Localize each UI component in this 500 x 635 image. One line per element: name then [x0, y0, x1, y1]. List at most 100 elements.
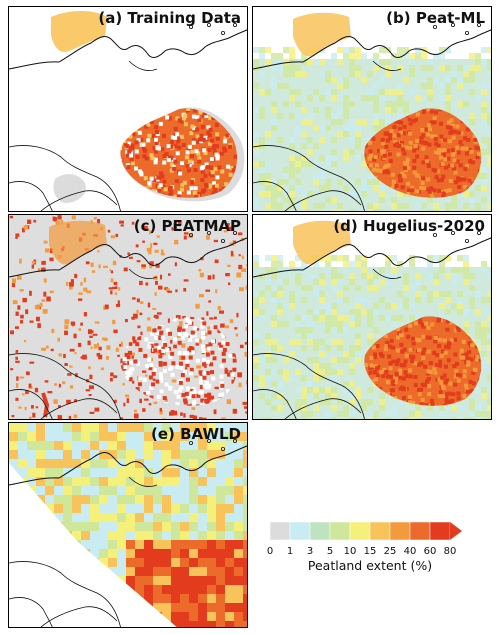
- peat-cell: [185, 150, 190, 155]
- peat-cell: [162, 418, 166, 419]
- grid-cell: [63, 486, 72, 495]
- peat-cell: [237, 232, 243, 236]
- peat-cell: [388, 132, 393, 137]
- peat-cell: [147, 344, 152, 349]
- peat-cell: [177, 351, 182, 356]
- grid-cell: [90, 504, 99, 513]
- peat-cell: [205, 359, 210, 364]
- peat-cell: [319, 185, 325, 191]
- peat-cell: [355, 131, 361, 137]
- grid-cell: [144, 486, 153, 495]
- peat-cell: [331, 375, 337, 381]
- colorbar-segment: [270, 521, 291, 541]
- peat-cell: [444, 344, 449, 349]
- peat-cell: [34, 387, 39, 393]
- peat-cell: [457, 185, 462, 190]
- peat-cell: [69, 282, 74, 287]
- peat-cell: [180, 161, 185, 166]
- grid-cell: [81, 513, 90, 522]
- peat-cell: [443, 157, 448, 162]
- peat-cell: [277, 65, 283, 71]
- peat-cell: [213, 325, 218, 330]
- peat-cell: [190, 330, 195, 335]
- peat-cell: [221, 417, 226, 419]
- peat-cell: [379, 89, 385, 95]
- grid-cell: [189, 603, 198, 612]
- peat-cell: [337, 345, 343, 351]
- grid-cell: [225, 522, 234, 531]
- grid-cell: [243, 621, 247, 627]
- peat-cell: [367, 387, 373, 393]
- peat-cell: [463, 327, 469, 333]
- peat-cell: [283, 101, 289, 107]
- peat-cell: [461, 339, 466, 344]
- grid-cell: [126, 612, 135, 621]
- peat-cell: [28, 416, 32, 419]
- grid-cell: [234, 621, 243, 627]
- peat-cell: [277, 191, 283, 197]
- peat-cell: [337, 203, 343, 209]
- peat-cell: [319, 203, 325, 209]
- grid-cell: [108, 486, 117, 495]
- peat-cell: [337, 77, 343, 83]
- peat-cell: [176, 136, 181, 141]
- peat-cell: [331, 77, 337, 83]
- colorbar-tick: 25: [383, 546, 397, 557]
- peat-cell: [427, 209, 433, 211]
- peat-cell: [433, 77, 439, 83]
- grid-cell: [81, 504, 90, 513]
- peat-cell: [277, 59, 283, 65]
- grid-cell: [234, 486, 243, 495]
- peat-cell: [384, 144, 389, 149]
- peat-cell: [467, 178, 472, 183]
- grid-cell: [162, 513, 171, 522]
- peat-cell: [337, 357, 343, 363]
- peat-cell: [167, 290, 172, 293]
- grid-cell: [54, 558, 63, 567]
- peat-cell: [236, 272, 242, 278]
- peat-cell: [361, 53, 367, 59]
- peat-cell: [403, 285, 409, 291]
- peat-cell: [417, 362, 422, 367]
- peat-cell: [426, 403, 431, 406]
- peat-cell: [349, 273, 355, 279]
- peat-cell: [439, 291, 445, 297]
- peat-cell: [469, 399, 475, 405]
- grid-cell: [117, 423, 126, 432]
- peat-cell: [319, 59, 325, 65]
- grid-cell: [63, 441, 72, 450]
- peat-cell: [478, 353, 481, 358]
- peat-cell: [427, 273, 433, 279]
- peat-cell: [164, 152, 169, 157]
- grid-cell: [63, 459, 72, 468]
- peat-cell: [47, 391, 53, 394]
- peat-cell: [307, 411, 313, 417]
- peat-cell: [212, 181, 217, 186]
- grid-cell: [90, 432, 99, 441]
- peat-cell: [169, 411, 174, 416]
- peat-cell: [271, 369, 277, 375]
- peat-cell: [343, 107, 349, 113]
- peat-cell: [343, 357, 349, 363]
- grid-cell: [126, 513, 135, 522]
- peat-cell: [208, 300, 212, 303]
- peat-cell: [448, 391, 453, 396]
- peat-cell: [289, 137, 295, 143]
- peat-cell: [183, 398, 188, 403]
- grid-cell: [126, 531, 135, 540]
- peat-cell: [194, 149, 199, 154]
- peat-cell: [200, 402, 205, 406]
- peat-cell: [142, 370, 147, 373]
- peat-cell: [376, 149, 381, 154]
- peat-cell: [463, 136, 468, 141]
- peat-cell: [147, 192, 152, 197]
- peat-cell: [445, 319, 450, 324]
- peat-cell: [393, 379, 398, 384]
- peat-cell: [192, 389, 197, 394]
- peat-cell: [123, 185, 128, 190]
- peat-cell: [439, 315, 445, 321]
- peat-cell: [187, 144, 192, 149]
- peat-cell: [69, 348, 75, 352]
- peat-cell: [77, 342, 82, 347]
- panel-title: (c) PEATMAP: [133, 217, 241, 235]
